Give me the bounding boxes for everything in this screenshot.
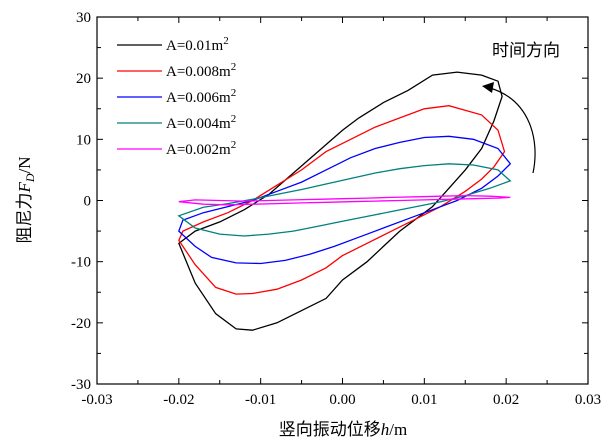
x-axis-label-unit: /m bbox=[389, 420, 407, 439]
y-tick-label: -30 bbox=[71, 377, 91, 393]
legend-label-3: A=0.004m2 bbox=[166, 113, 236, 132]
series-line-4 bbox=[178, 194, 511, 206]
x-tick-label: 0.01 bbox=[411, 392, 437, 408]
x-tick-label: 0.00 bbox=[329, 392, 355, 408]
x-tick-label: 0.03 bbox=[575, 392, 601, 408]
y-axis-label-var: F bbox=[15, 182, 34, 194]
legend-label-4: A=0.002m2 bbox=[166, 139, 236, 158]
annotation-text: 时间方向 bbox=[492, 41, 560, 60]
y-tick-label: 0 bbox=[84, 194, 92, 210]
x-axis-label-main: 竖向振动位移 bbox=[279, 420, 381, 439]
arrow-head-icon bbox=[482, 82, 494, 93]
legend: A=0.01m2 A=0.008m2 A=0.006m2 A=0.004m2 A=0.0… bbox=[117, 35, 236, 158]
x-tick-label: -0.02 bbox=[163, 392, 194, 408]
y-axis-label-main: 阻尼力 bbox=[15, 193, 34, 244]
y-axis-label: 阻尼力FD/N bbox=[15, 156, 37, 243]
legend-label-0: A=0.01m2 bbox=[166, 35, 229, 54]
series-layer bbox=[177, 71, 512, 331]
y-axis-label-unit: /N bbox=[15, 156, 34, 173]
series-line-3 bbox=[177, 163, 512, 237]
legend-label-2: A=0.006m2 bbox=[166, 87, 236, 106]
series-line-2 bbox=[178, 135, 512, 265]
y-tick-label: 30 bbox=[76, 10, 91, 26]
time-direction-annotation: 时间方向 bbox=[482, 41, 560, 174]
series-line-0 bbox=[178, 71, 503, 331]
x-axis-label-var: h bbox=[381, 420, 390, 439]
ticks-layer: -0.03 -0.02 -0.01 0.00 0.01 0.02 0.03 -30 -20 -10… bbox=[71, 10, 601, 408]
x-tick-label: 0.02 bbox=[493, 392, 519, 408]
y-tick-label: -10 bbox=[71, 255, 91, 271]
time-direction-arrow bbox=[489, 87, 536, 174]
y-axis-label-sub: D bbox=[23, 173, 37, 183]
x-tick-label: -0.03 bbox=[81, 392, 112, 408]
y-tick-label: 10 bbox=[76, 132, 91, 148]
y-tick-label: -20 bbox=[71, 316, 91, 332]
series-line-1 bbox=[178, 105, 506, 295]
x-tick-label: -0.01 bbox=[245, 392, 276, 408]
y-tick-label: 20 bbox=[76, 71, 91, 87]
legend-label-1: A=0.008m2 bbox=[166, 61, 236, 80]
x-axis-label: 竖向振动位移h/m bbox=[279, 420, 407, 439]
